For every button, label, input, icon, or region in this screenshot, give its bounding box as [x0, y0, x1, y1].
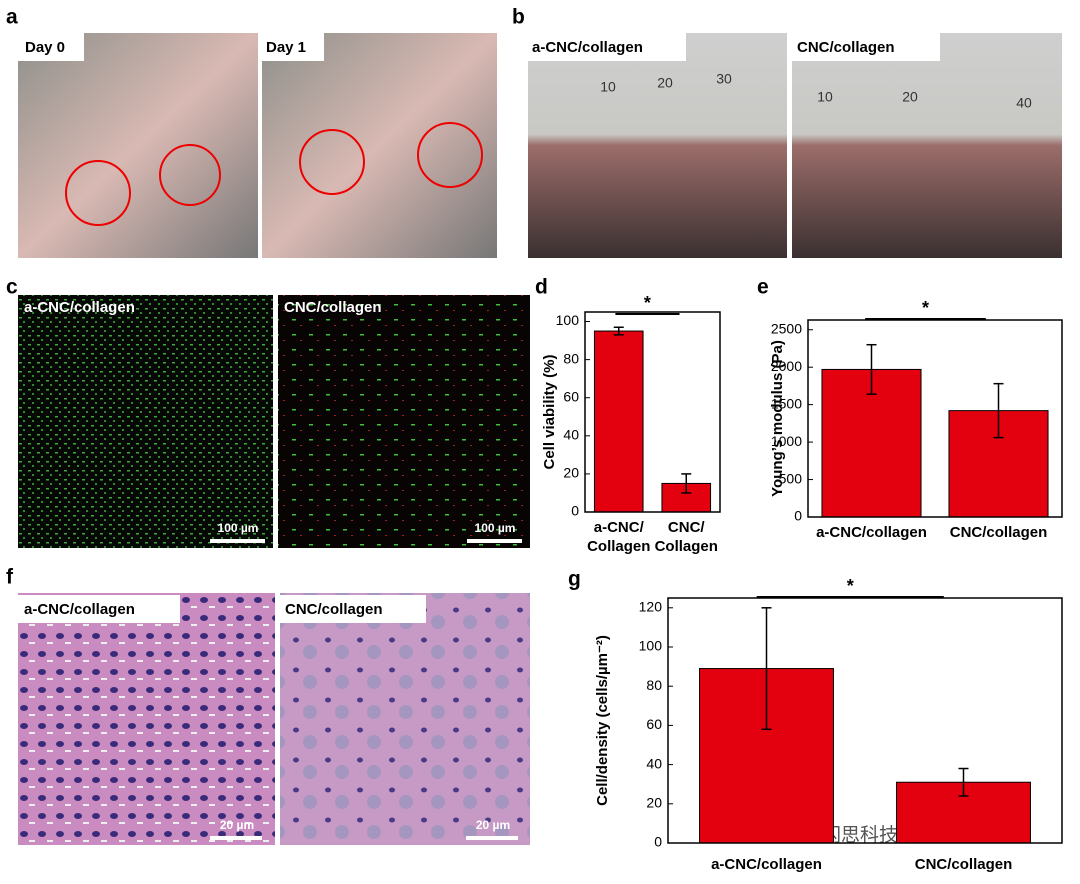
image-label: a-CNC/collagen: [532, 39, 643, 56]
ruler-mark: 10: [600, 79, 616, 95]
y-axis-label: Cell viability (%): [541, 354, 558, 469]
micrograph: [18, 593, 275, 845]
y-tick-label: 80: [646, 677, 662, 693]
highlight-circle: [417, 122, 483, 188]
image-label: Day 1: [266, 39, 306, 56]
panel-label: c: [6, 276, 18, 299]
x-tick-label: CNC/collagen: [914, 856, 1013, 873]
label-box: [18, 595, 180, 623]
highlight-circle: [65, 160, 131, 226]
highlight-circle: [299, 129, 365, 195]
photo: [18, 33, 258, 258]
x-tick-label: a-CNC/collagen: [711, 856, 822, 873]
significance-mark: *: [847, 576, 854, 596]
scale-bar: [210, 836, 262, 840]
image-label: a-CNC/collagen: [24, 299, 135, 316]
y-tick-label: 20: [646, 795, 662, 811]
label-box: [262, 33, 324, 61]
y-tick-label: 100: [556, 312, 580, 328]
ruler-mark: 40: [1016, 95, 1032, 111]
y-tick-label: 1000: [771, 433, 802, 449]
significance-mark: *: [922, 298, 929, 318]
scale-bar-label: 20 µm: [220, 818, 254, 832]
y-tick-label: 0: [794, 508, 802, 524]
label-box: [280, 595, 426, 623]
x-tick-label: CNC/collagen: [949, 524, 1048, 541]
y-tick-label: 40: [563, 427, 579, 443]
micrograph: [280, 593, 530, 845]
x-tick-label: CNC/ Collagen: [654, 519, 718, 555]
y-tick-label: 1500: [771, 395, 802, 411]
y-tick-label: 40: [646, 755, 662, 771]
significance-mark: *: [644, 293, 651, 313]
photo: [792, 33, 1062, 258]
image-label: CNC/collagen: [285, 601, 383, 618]
y-axis-label: Young’s modulus (Pa): [769, 340, 786, 497]
photo: [262, 33, 497, 258]
y-tick-label: 0: [571, 503, 579, 519]
panel-label: g: [568, 568, 581, 591]
y-tick-label: 60: [563, 388, 579, 404]
y-tick-label: 100: [639, 638, 663, 654]
label-box: [18, 33, 84, 61]
scale-bar: [466, 836, 518, 840]
scale-bar-label: 20 µm: [476, 818, 510, 832]
image-label: CNC/collagen: [284, 299, 382, 316]
x-tick-label: a-CNC/ Collagen: [587, 519, 651, 555]
panel-label: d: [535, 276, 548, 299]
scale-bar: [210, 539, 265, 543]
ruler-mark: 20: [902, 89, 918, 105]
panel-label: f: [6, 566, 14, 589]
plot-frame: [584, 311, 721, 513]
y-tick-label: 500: [779, 470, 803, 486]
image-label: Day 0: [25, 39, 65, 56]
panel-label: b: [512, 6, 525, 29]
image-label: CNC/collagen: [797, 39, 895, 56]
y-tick-label: 0: [654, 834, 662, 850]
ruler-mark: 30: [716, 71, 732, 87]
ruler-mark: 20: [657, 75, 673, 91]
y-tick-label: 80: [563, 350, 579, 366]
micrograph: [278, 295, 530, 548]
scale-bar-label: 100 µm: [475, 521, 516, 535]
photo: [528, 33, 787, 258]
label-box: [528, 33, 686, 61]
ruler-mark: 10: [817, 89, 833, 105]
y-tick-label: 2500: [771, 320, 802, 336]
y-axis-label: Cell/density (cells/µm⁻²): [594, 635, 611, 806]
y-tick-label: 120: [639, 599, 663, 615]
x-tick-label: a-CNC/collagen: [816, 524, 927, 541]
y-tick-label: 2000: [771, 358, 802, 374]
y-tick-label: 60: [646, 716, 662, 732]
scale-bar: [467, 539, 522, 543]
image-label: a-CNC/collagen: [24, 601, 135, 618]
panel-label: e: [757, 276, 769, 299]
label-box: [792, 33, 940, 61]
scale-bar-label: 100 µm: [218, 521, 259, 535]
micrograph: [18, 295, 273, 548]
panel-label: a: [6, 6, 18, 29]
highlight-circle: [159, 144, 221, 206]
bar: [593, 330, 644, 513]
y-tick-label: 20: [563, 465, 579, 481]
